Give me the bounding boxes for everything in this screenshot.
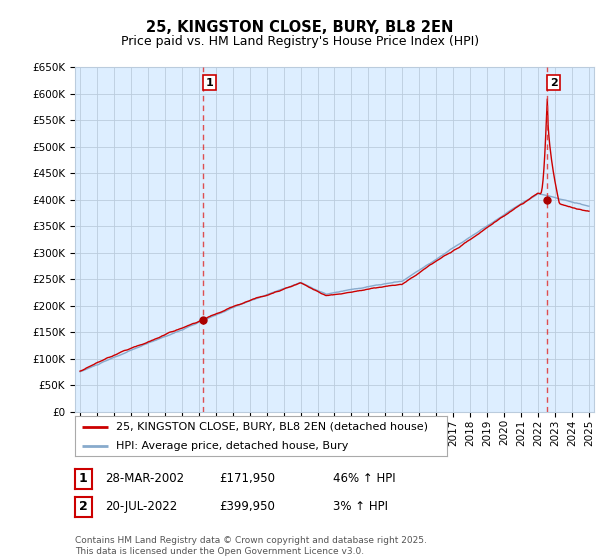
Text: 2: 2 (550, 77, 557, 87)
Text: Contains HM Land Registry data © Crown copyright and database right 2025.
This d: Contains HM Land Registry data © Crown c… (75, 536, 427, 556)
Text: 46% ↑ HPI: 46% ↑ HPI (333, 472, 395, 486)
Text: Price paid vs. HM Land Registry's House Price Index (HPI): Price paid vs. HM Land Registry's House … (121, 35, 479, 48)
Text: 2: 2 (79, 500, 88, 514)
Text: 25, KINGSTON CLOSE, BURY, BL8 2EN: 25, KINGSTON CLOSE, BURY, BL8 2EN (146, 20, 454, 35)
Text: 28-MAR-2002: 28-MAR-2002 (105, 472, 184, 486)
Text: HPI: Average price, detached house, Bury: HPI: Average price, detached house, Bury (116, 441, 348, 450)
Text: 1: 1 (205, 77, 213, 87)
Text: £399,950: £399,950 (219, 500, 275, 514)
Text: 20-JUL-2022: 20-JUL-2022 (105, 500, 177, 514)
Text: £171,950: £171,950 (219, 472, 275, 486)
Text: 25, KINGSTON CLOSE, BURY, BL8 2EN (detached house): 25, KINGSTON CLOSE, BURY, BL8 2EN (detac… (116, 422, 428, 432)
Text: 1: 1 (79, 472, 88, 486)
Text: 3% ↑ HPI: 3% ↑ HPI (333, 500, 388, 514)
